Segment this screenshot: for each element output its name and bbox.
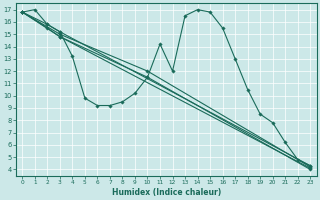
X-axis label: Humidex (Indice chaleur): Humidex (Indice chaleur) (112, 188, 221, 197)
